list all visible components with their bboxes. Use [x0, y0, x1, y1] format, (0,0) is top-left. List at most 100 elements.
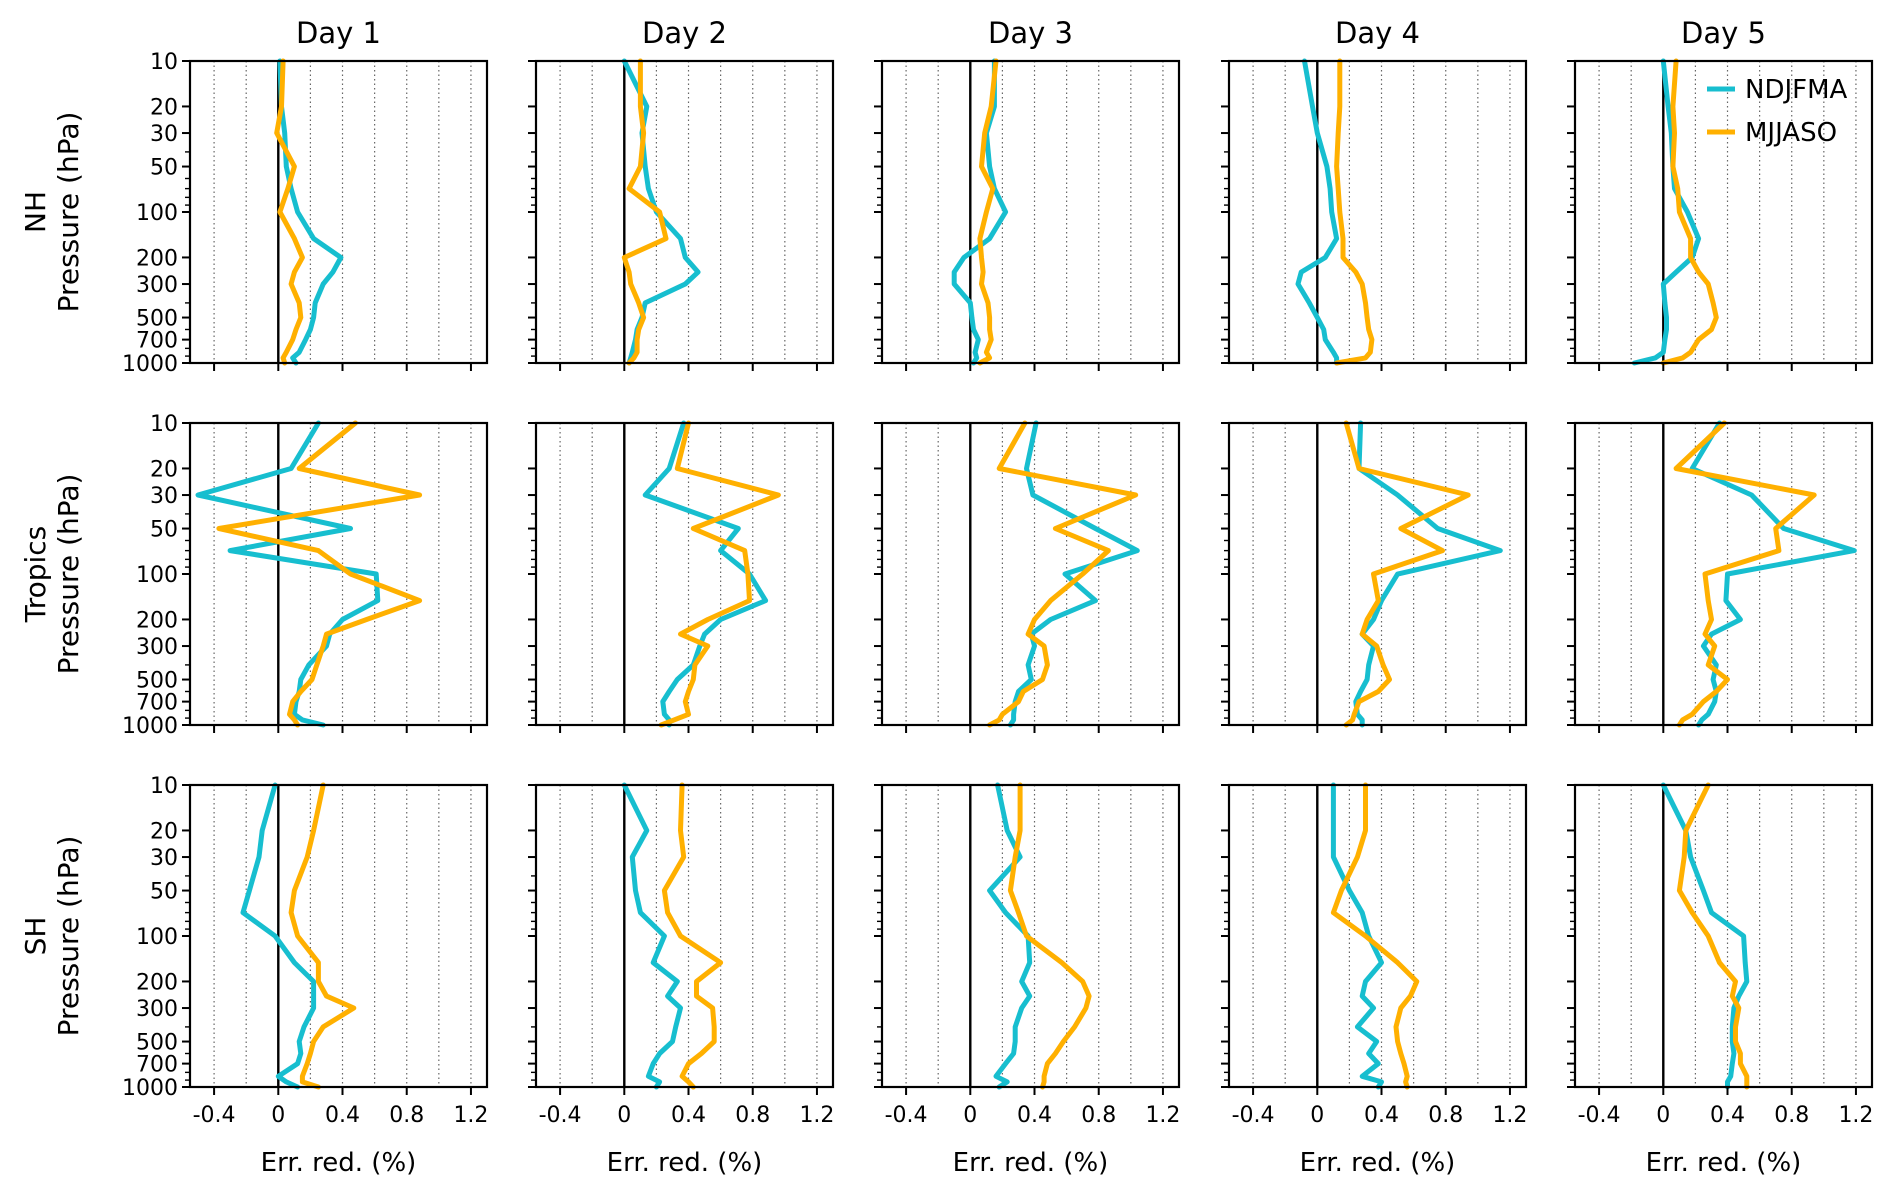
- y-tick-label: 100: [136, 563, 178, 588]
- x-tick-label: 0: [1310, 1103, 1324, 1128]
- x-axis-label: Err. red. (%): [1300, 1148, 1456, 1178]
- y-tick-label: 200: [136, 970, 178, 995]
- y-tick-label: 50: [150, 880, 178, 905]
- y-tick-label: 500: [136, 669, 178, 694]
- series-line-ndjfma: [1295, 58, 1340, 366]
- y-tick-label: 1000: [122, 714, 178, 739]
- y-tick-label: 200: [136, 246, 178, 271]
- series-line-ndjfma: [621, 58, 701, 366]
- x-tick-label: 1.2: [1838, 1103, 1873, 1128]
- series-line-mjjaso: [216, 420, 423, 728]
- x-tick-label: 1.2: [453, 1103, 488, 1128]
- x-tick-label: 0.4: [671, 1103, 706, 1128]
- row-region-label: Tropics: [19, 526, 52, 624]
- x-tick-label: 0: [963, 1103, 977, 1128]
- x-tick-label: 0.4: [1017, 1103, 1052, 1128]
- x-tick-label: -0.4: [885, 1103, 928, 1128]
- y-tick-label: 300: [136, 997, 178, 1022]
- row-region-label: NH: [19, 191, 52, 233]
- y-tick-label: 100: [136, 925, 178, 950]
- row-region-label: SH: [19, 917, 52, 956]
- x-axis-label: Err. red. (%): [261, 1148, 417, 1178]
- series-line-mjjaso: [658, 420, 781, 728]
- x-axis-label: Err. red. (%): [607, 1148, 763, 1178]
- y-tick-label: 300: [136, 273, 178, 298]
- series-line-ndjfma: [987, 782, 1033, 1090]
- y-tick-label: 300: [136, 635, 178, 660]
- series-line-mjjaso: [1334, 58, 1375, 366]
- x-tick-label: 1.2: [1145, 1103, 1180, 1128]
- y-tick-label: 20: [150, 95, 178, 120]
- series-line-mjjaso: [987, 420, 1139, 728]
- x-tick-label: 0: [1656, 1103, 1670, 1128]
- x-tick-label: 0: [617, 1103, 631, 1128]
- y-tick-label: 20: [150, 819, 178, 844]
- y-tick-label: 30: [150, 484, 178, 509]
- y-tick-label: 700: [136, 691, 178, 716]
- y-tick-label: 200: [136, 608, 178, 633]
- y-tick-label: 10: [150, 774, 178, 799]
- series-line-ndjfma: [1660, 782, 1750, 1090]
- column-title: Day 3: [988, 16, 1073, 50]
- y-tick-label: 500: [136, 307, 178, 332]
- series-line-ndjfma: [951, 58, 1009, 366]
- y-axis-label: Pressure (hPa): [52, 112, 85, 313]
- series-line-mjjaso: [1330, 782, 1420, 1090]
- series-line-mjjaso: [288, 782, 357, 1090]
- x-tick-label: 0.8: [735, 1103, 770, 1128]
- series-line-mjjaso: [1676, 782, 1750, 1090]
- series-line-mjjaso: [1673, 420, 1817, 728]
- series-line-mjjaso: [1343, 420, 1471, 728]
- x-tick-label: 0.8: [1081, 1103, 1116, 1128]
- column-title: Day 4: [1335, 16, 1420, 50]
- x-tick-label: 0.4: [325, 1103, 360, 1128]
- x-tick-label: -0.4: [1578, 1103, 1621, 1128]
- series-line-ndjfma: [621, 782, 683, 1090]
- x-tick-label: 0.8: [389, 1103, 424, 1128]
- y-tick-label: 10: [150, 412, 178, 437]
- legend-label: NDJFMA: [1745, 75, 1848, 105]
- x-tick-label: -0.4: [1232, 1103, 1275, 1128]
- y-tick-label: 30: [150, 122, 178, 147]
- y-tick-label: 20: [150, 457, 178, 482]
- series-line-mjjaso: [977, 58, 999, 366]
- series-line-mjjaso: [661, 782, 724, 1090]
- x-tick-label: 0.4: [1710, 1103, 1745, 1128]
- axis-layer: [182, 59, 1874, 1095]
- series-line-ndjfma: [240, 782, 317, 1090]
- x-tick-label: 0: [271, 1103, 285, 1128]
- series-line-mjjaso: [274, 58, 305, 366]
- y-tick-label: 50: [150, 156, 178, 181]
- x-axis-label: Err. red. (%): [1646, 1148, 1802, 1178]
- x-tick-label: 1.2: [1492, 1103, 1527, 1128]
- column-title: Day 2: [642, 16, 727, 50]
- x-tick-label: 1.2: [799, 1103, 834, 1128]
- y-axis-label: Pressure (hPa): [52, 474, 85, 675]
- series-line-mjjaso: [1660, 58, 1719, 366]
- series-line-ndjfma: [642, 420, 769, 728]
- y-tick-label: 10: [150, 50, 178, 75]
- series-line-mjjaso: [621, 58, 669, 366]
- y-tick-label: 1000: [122, 352, 178, 377]
- y-tick-label: 700: [136, 329, 178, 354]
- series-line-mjjaso: [1007, 782, 1092, 1090]
- data-layer: [195, 58, 1857, 1090]
- x-tick-label: 0.8: [1774, 1103, 1809, 1128]
- y-tick-label: 700: [136, 1053, 178, 1078]
- column-title: Day 1: [296, 16, 381, 50]
- column-title: Day 5: [1681, 16, 1766, 50]
- y-tick-label: 500: [136, 1031, 178, 1056]
- x-tick-label: -0.4: [539, 1103, 582, 1128]
- series-line-ndjfma: [1689, 420, 1857, 728]
- legend-label: MJJASO: [1745, 118, 1837, 148]
- y-tick-label: 50: [150, 518, 178, 543]
- x-axis-label: Err. red. (%): [953, 1148, 1109, 1178]
- legend: NDJFMA MJJASO: [1707, 75, 1848, 148]
- x-tick-label: -0.4: [193, 1103, 236, 1128]
- y-tick-label: 1000: [122, 1076, 178, 1101]
- x-tick-label: 0.8: [1428, 1103, 1463, 1128]
- x-tick-label: 0.4: [1364, 1103, 1399, 1128]
